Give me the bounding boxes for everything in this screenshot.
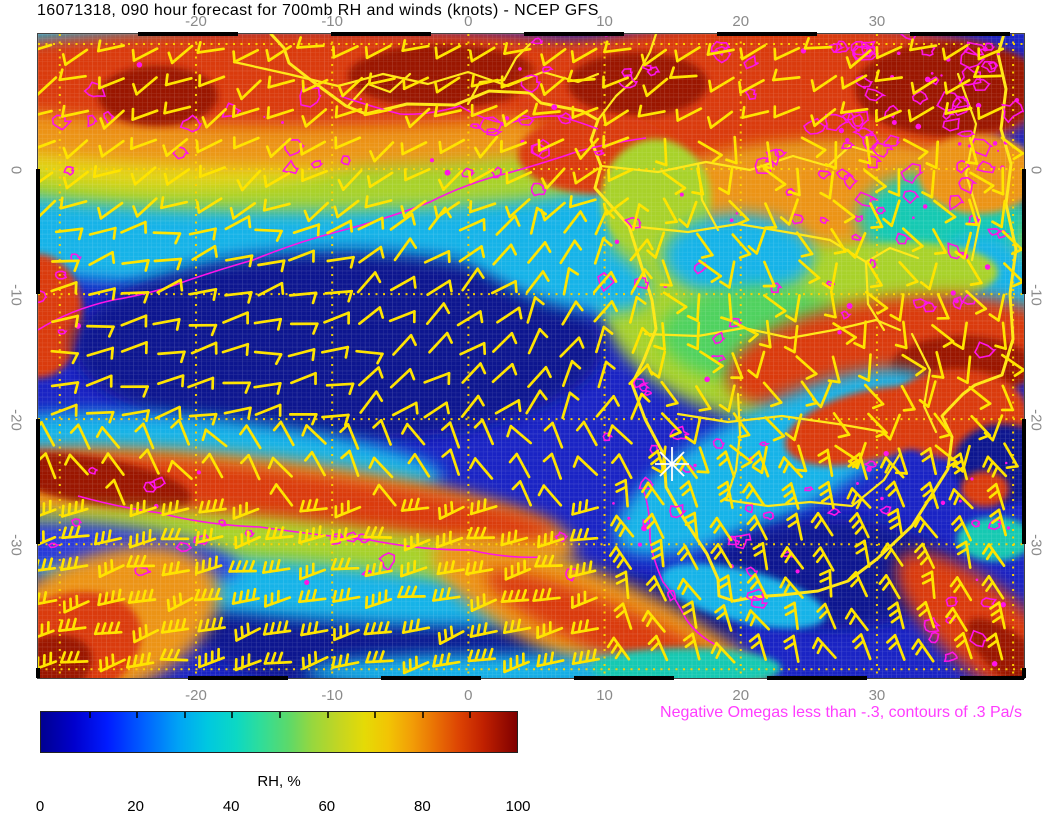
colorbar-tick-label: 80 — [414, 798, 431, 815]
coastline — [269, 34, 1018, 603]
colorbar-minor-tick — [469, 712, 472, 718]
chart-title: 16071318, 090 hour forecast for 700mb RH… — [37, 2, 599, 19]
lat-tick-label-left: -10 — [7, 284, 25, 306]
lat-tick-label-right: 0 — [1027, 165, 1045, 175]
frame-dash-bottom — [767, 676, 867, 680]
wind-barbs — [38, 36, 1024, 675]
map-frame — [36, 32, 1026, 680]
colorbar-tick-label: 100 — [505, 798, 531, 815]
colorbar-tick-label: 40 — [222, 798, 240, 815]
colorbar-gradient — [40, 711, 518, 753]
lon-tick-label-bottom: 10 — [596, 687, 613, 704]
lon-tick-label-bottom: 30 — [868, 687, 886, 704]
lat-tick-label-right: -10 — [1027, 284, 1045, 306]
colorbar-minor-tick — [279, 712, 281, 718]
frame-dash-left — [36, 169, 40, 294]
omega-annotation: Negative Omegas less than -.3, contours … — [660, 704, 1022, 721]
frame-dash-bottom — [574, 676, 674, 680]
lat-tick-label-left: -30 — [7, 534, 25, 557]
omega-contours — [38, 34, 1024, 667]
colorbar-minor-tick — [374, 712, 377, 718]
colorbar-tick-label: 60 — [318, 798, 336, 815]
frame-dash-top — [524, 32, 624, 36]
frame-dash-right — [1022, 668, 1026, 678]
lat-tick-label-right: -30 — [1027, 534, 1045, 557]
colorbar-minor-tick — [88, 712, 91, 718]
lon-tick-label-top: 20 — [732, 13, 750, 30]
lon-tick-label-top: 10 — [596, 13, 613, 30]
frame-dash-left — [36, 668, 40, 678]
lon-tick-label-top: -20 — [185, 13, 207, 30]
lat-tick-label-left: -20 — [7, 409, 25, 431]
frame-dash-top — [331, 32, 431, 36]
lon-tick-label-top: -10 — [321, 13, 343, 30]
colorbar-axis-label: RH, % — [257, 773, 301, 790]
lat-tick-label-right: -20 — [1027, 409, 1045, 431]
frame-dash-right — [1022, 169, 1026, 294]
rh-wind-map — [38, 34, 1024, 678]
colorbar: 0 20 40 60 80 100 RH, % — [36, 711, 531, 815]
lon-tick-label-bottom: -10 — [321, 687, 343, 704]
colorbar-tick-label: 0 — [35, 798, 45, 815]
frame-dash-left — [36, 419, 40, 544]
colorbar-minor-tick — [231, 712, 234, 718]
frame-dash-top — [138, 32, 238, 36]
lon-tick-label-bottom: 20 — [732, 687, 750, 704]
frame-dash-top — [717, 32, 817, 36]
colorbar-minor-tick — [326, 712, 329, 718]
lat-tick-label-left: 0 — [7, 165, 25, 175]
colorbar-minor-tick — [183, 712, 186, 718]
frame-dash-bottom — [188, 676, 288, 680]
lon-tick-label-top: 30 — [868, 13, 886, 30]
lon-tick-label-bottom: -20 — [185, 687, 207, 704]
lon-tick-label-bottom: 0 — [464, 687, 473, 704]
frame-dash-bottom — [381, 676, 481, 680]
colorbar-tick-label: 20 — [127, 798, 144, 815]
lon-tick-label-top: 0 — [464, 13, 473, 30]
colorbar-minor-tick — [136, 712, 139, 718]
colorbar-minor-tick — [421, 712, 424, 718]
star-marker — [655, 447, 689, 481]
frame-dash-top — [910, 32, 1010, 36]
frame-dash-right — [1022, 419, 1026, 544]
frame-dash-bottom — [960, 676, 1024, 680]
